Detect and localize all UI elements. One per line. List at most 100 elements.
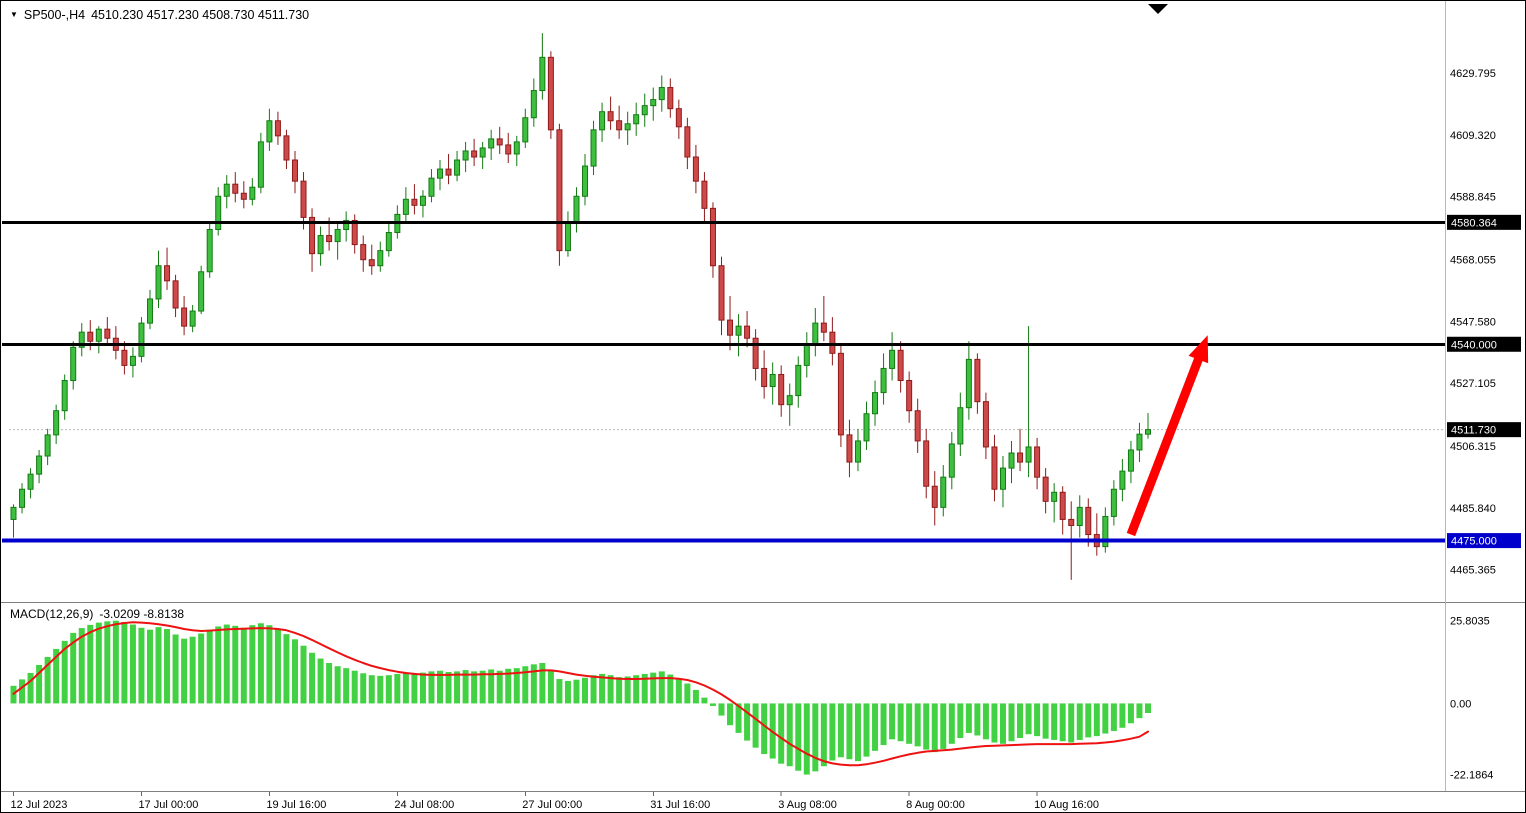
macd-histogram-bar	[923, 703, 930, 750]
macd-histogram-bar	[812, 703, 819, 772]
macd-histogram-bar	[240, 627, 247, 704]
price-axis-label: 4629.795	[1450, 68, 1496, 80]
macd-histogram-bar	[761, 703, 768, 755]
candle-body	[479, 147, 486, 158]
candle-body	[257, 141, 264, 188]
macd-histogram-bar	[385, 675, 392, 704]
candle-body	[419, 195, 426, 206]
candle-body	[172, 280, 179, 309]
candle-body	[863, 413, 870, 442]
candle-body	[1144, 429, 1151, 435]
price-axis-badge-label: 4540.000	[1451, 339, 1497, 351]
candle-body	[462, 150, 469, 161]
macd-histogram-bar	[590, 675, 597, 704]
candle-body	[19, 488, 26, 508]
candle-body	[189, 310, 196, 327]
macd-histogram-bar	[1034, 703, 1041, 737]
candle-body	[95, 328, 102, 342]
candle-body	[240, 192, 247, 200]
candle-body	[744, 325, 751, 339]
candle-body	[274, 120, 281, 137]
candle-body	[70, 346, 77, 382]
macd-histogram-bar	[846, 703, 853, 760]
macd-histogram-bar	[539, 663, 546, 704]
time-axis-label: 17 Jul 00:00	[138, 799, 198, 811]
macd-histogram-bar	[488, 669, 495, 704]
candle-body	[317, 235, 324, 255]
candle-body	[769, 373, 776, 388]
candle-body	[564, 222, 571, 252]
candle-body	[547, 56, 554, 131]
macd-histogram-bar	[957, 703, 964, 739]
candle-body	[155, 265, 162, 300]
macd-histogram-bar	[573, 679, 580, 704]
candle-body	[991, 446, 998, 490]
ohlc-values: 4510.230 4517.230 4508.730 4511.730	[91, 8, 310, 22]
macd-histogram-bar	[505, 668, 512, 704]
macd-histogram-bar	[172, 634, 179, 704]
trend-arrow-head[interactable]	[1188, 335, 1209, 364]
macd-histogram-bar	[300, 645, 307, 704]
macd-histogram-bar	[454, 671, 461, 704]
candle-body	[198, 271, 205, 312]
chart-shift-marker[interactable]	[1148, 4, 1168, 14]
macd-histogram-bar	[462, 670, 469, 704]
candle-body	[1025, 446, 1032, 463]
macd-histogram-bar	[291, 639, 298, 704]
symbol-dropdown-icon[interactable]: ▼	[10, 10, 18, 19]
macd-histogram-bar	[744, 703, 751, 741]
macd-histogram-bar	[735, 703, 742, 733]
candle-body	[300, 180, 307, 218]
macd-histogram-bar	[889, 703, 896, 740]
macd-histogram-bar	[641, 673, 648, 704]
candle-body	[974, 358, 981, 403]
candle-body	[181, 307, 188, 327]
time-axis-label: 24 Jul 08:00	[394, 799, 454, 811]
candle-body	[513, 141, 520, 155]
macd-histogram-bar	[419, 672, 426, 704]
price-axis-label: 4527.105	[1450, 378, 1496, 390]
candle-body	[1008, 452, 1015, 469]
price-axis-badge	[1447, 422, 1521, 438]
candle-body	[530, 90, 537, 119]
macd-histogram-bar	[564, 680, 571, 704]
candle-body	[1110, 488, 1117, 517]
candle-body	[522, 117, 529, 143]
trend-arrow-shaft[interactable]	[1126, 352, 1205, 537]
candle-body	[326, 235, 333, 243]
macd-histogram-bar	[1119, 703, 1126, 728]
candle-body	[249, 186, 256, 200]
candle-body	[701, 180, 708, 209]
macd-histogram-bar	[428, 671, 435, 704]
candle-body	[121, 349, 128, 366]
candle-body	[982, 401, 989, 448]
macd-histogram-bar	[53, 648, 60, 704]
candle-body	[948, 443, 955, 478]
macd-indicator-label: MACD(12,26,9) -3.0209 -8.8138	[10, 607, 184, 621]
candle-body	[684, 126, 691, 158]
macd-histogram-bar	[189, 636, 196, 704]
candle-body	[786, 395, 793, 406]
macd-histogram-bar	[112, 620, 119, 704]
macd-histogram-bar	[795, 703, 802, 771]
candle-body	[283, 135, 290, 161]
candle-body	[940, 476, 947, 508]
macd-histogram-bar	[530, 664, 537, 704]
macd-histogram-bar	[991, 703, 998, 743]
macd-histogram-bar	[496, 670, 503, 704]
candle-body	[146, 298, 153, 324]
macd-histogram-bar	[360, 673, 367, 704]
macd-histogram-bar	[607, 675, 614, 704]
candle-body	[999, 467, 1006, 490]
macd-histogram-bar	[411, 673, 418, 704]
macd-histogram-bar	[1068, 703, 1075, 743]
time-axis-label: 8 Aug 00:00	[906, 799, 965, 811]
candle-body	[309, 216, 316, 255]
candle-body	[880, 367, 887, 394]
macd-histogram-bar	[948, 703, 955, 744]
macd-histogram-bar	[982, 703, 989, 740]
candle-body	[402, 198, 409, 215]
candle-body	[658, 87, 665, 101]
macd-signal-line	[12, 621, 1149, 767]
